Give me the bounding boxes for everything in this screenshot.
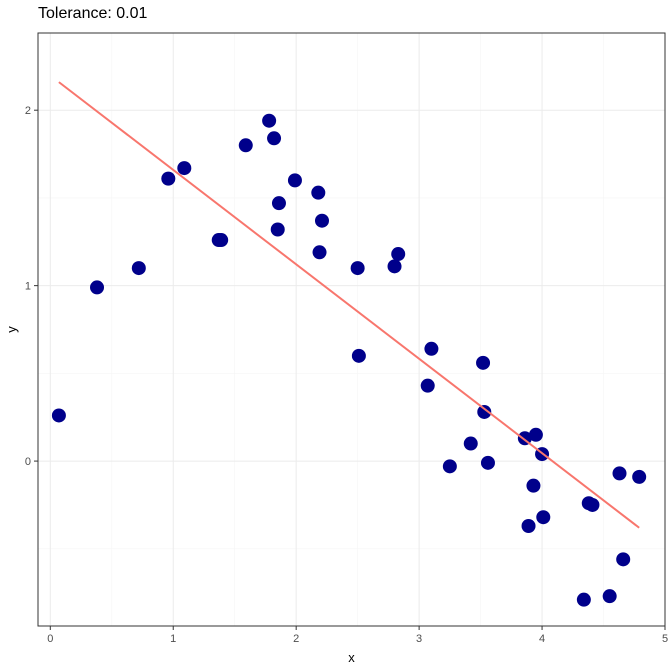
data-point — [314, 213, 329, 228]
data-point — [387, 259, 402, 274]
x-axis-ticks: 0 1 2 3 4 5 — [47, 626, 668, 645]
data-point — [90, 280, 105, 295]
data-point — [271, 196, 286, 211]
data-point — [480, 455, 495, 470]
data-point — [131, 261, 146, 276]
data-point — [526, 478, 541, 493]
grid-lines — [38, 33, 666, 626]
y-axis-ticks: 0 1 2 — [25, 105, 38, 468]
data-point — [463, 436, 478, 451]
x-tick-label: 1 — [170, 633, 176, 645]
data-point — [312, 245, 327, 260]
data-point — [161, 171, 176, 186]
data-point — [528, 427, 543, 442]
data-point — [267, 131, 282, 146]
x-tick-label: 4 — [539, 633, 545, 645]
data-point — [262, 113, 277, 128]
data-point — [391, 247, 406, 262]
fit-line — [58, 81, 640, 529]
chart-title: Tolerance: 0.01 — [38, 5, 148, 22]
data-point — [442, 459, 457, 474]
data-point — [238, 138, 253, 153]
data-point — [424, 341, 439, 356]
data-point — [616, 552, 631, 567]
y-tick-label: 1 — [25, 281, 31, 293]
data-points — [51, 113, 647, 607]
data-point — [536, 510, 551, 525]
x-tick-label: 5 — [662, 633, 668, 645]
data-point — [576, 592, 591, 607]
data-point — [214, 233, 229, 248]
x-tick-label: 3 — [416, 633, 422, 645]
x-tick-label: 0 — [47, 633, 53, 645]
x-axis-title: x — [348, 650, 355, 665]
y-tick-label: 2 — [25, 105, 31, 117]
data-point — [585, 497, 600, 512]
x-tick-label: 2 — [293, 633, 299, 645]
data-point — [612, 466, 627, 481]
data-point — [632, 469, 647, 484]
data-point — [477, 404, 492, 419]
data-point — [521, 518, 536, 533]
data-point — [351, 348, 366, 363]
y-axis-title: y — [4, 326, 19, 333]
data-point — [602, 589, 617, 604]
y-tick-label: 0 — [25, 456, 31, 468]
data-point — [287, 173, 302, 188]
data-point — [177, 161, 192, 176]
data-point — [476, 355, 491, 370]
data-point — [311, 185, 326, 200]
data-point — [350, 261, 365, 276]
data-point — [270, 222, 285, 237]
panel-border — [37, 32, 666, 627]
data-point — [51, 408, 66, 423]
data-point — [420, 378, 435, 393]
